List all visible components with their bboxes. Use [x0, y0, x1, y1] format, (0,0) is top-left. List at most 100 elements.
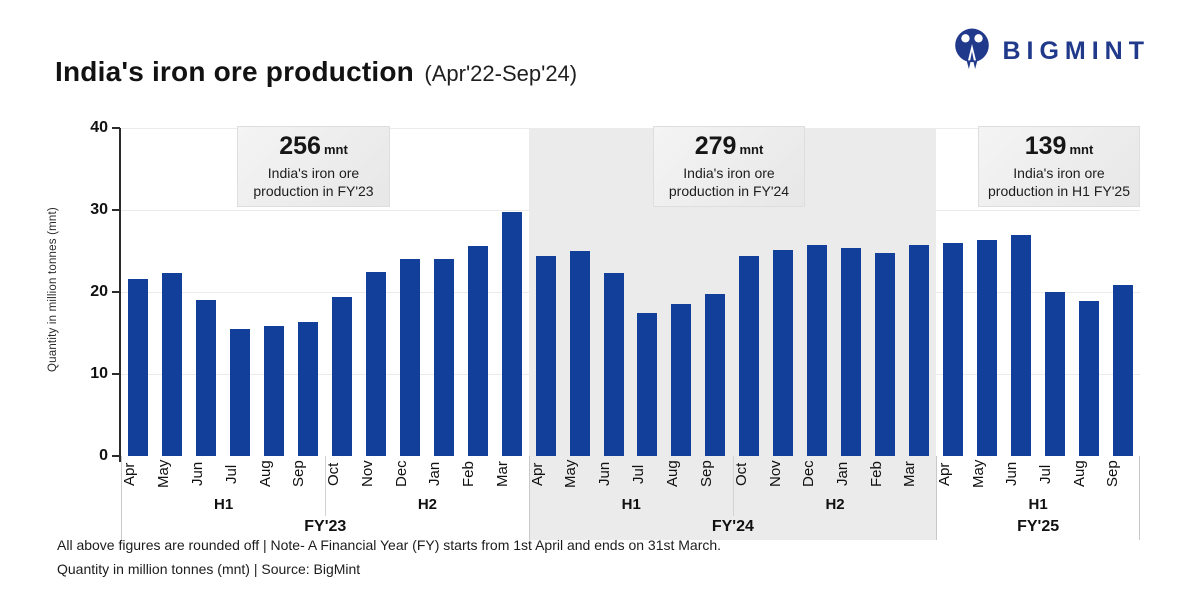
bar-chart: Apr May Jun Jul Aug Sep H1 Oct Nov Dec Jan Feb Mar H2…	[121, 126, 1140, 540]
month-label: Mar	[901, 461, 919, 487]
month-label: Apr	[936, 462, 954, 486]
annotation-fy24: 279 mnt India's iron ore production in FY…	[653, 126, 805, 207]
footnote: All above figures are rounded off | Note…	[57, 533, 721, 581]
month-label: Mar	[493, 461, 511, 487]
month-label: Oct	[325, 462, 343, 486]
bar-nov-fy23	[365, 271, 386, 456]
bar-slot	[325, 128, 359, 456]
month-label: Feb	[460, 461, 478, 487]
brand-name: BIGMINT	[1002, 37, 1150, 65]
page-title: India's iron ore production (Apr'22-Sep'…	[55, 56, 577, 88]
month-label: Apr	[528, 462, 546, 486]
month-label-row: Oct Nov Dec Jan Feb Mar	[325, 456, 528, 496]
half-year-row: Apr May Jun Jul Aug Sep H1 Oct Nov Dec Jan Feb Mar H2	[121, 456, 529, 516]
bar-slot	[291, 128, 325, 456]
month-label: Aug	[664, 460, 682, 488]
half-year-label: H2	[417, 496, 438, 513]
brand-logo: BIGMINT	[952, 26, 1150, 77]
bar-slot	[1004, 128, 1038, 456]
month-label: Jul	[630, 464, 648, 484]
month-label: May	[154, 459, 172, 489]
bar-oct-fy24	[739, 255, 760, 456]
fy-group-axis-labels: Apr May Jun Jul Aug Sep H1 FY'25	[936, 456, 1140, 540]
chart-title: India's iron ore production	[55, 56, 414, 87]
bar-jan-fy24	[841, 247, 862, 456]
y-tick-mark	[112, 373, 120, 375]
y-tick-label: 40	[90, 119, 108, 136]
bar-slot	[1038, 128, 1072, 456]
bar-mar-fy23	[501, 211, 522, 456]
bar-slot	[868, 128, 902, 456]
bar-slot	[936, 128, 970, 456]
bar-slot	[529, 128, 563, 456]
bar-slot	[800, 128, 834, 456]
bar-dec-fy24	[807, 245, 828, 456]
bar-slot	[393, 128, 427, 456]
bar-may-fy23	[161, 273, 182, 456]
bar-aug-fy23	[263, 326, 284, 456]
bar-dec-fy23	[399, 259, 420, 456]
annotation-h1fy25-desc: India's iron ore production in H1 FY'25	[988, 164, 1130, 199]
bar-jul-fy24	[637, 313, 658, 456]
fiscal-year-label: FY'23	[304, 518, 347, 535]
month-label: Oct	[732, 462, 750, 486]
y-tick-label: 10	[90, 365, 108, 382]
month-label: May	[562, 459, 580, 489]
annotation-h1fy25-total: 139 mnt	[1024, 132, 1094, 161]
footnote-line-1: All above figures are rounded off | Note…	[57, 537, 722, 553]
y-axis-line	[119, 128, 121, 462]
half-year-h2: Oct Nov Dec Jan Feb Mar H2	[325, 456, 528, 516]
bar-slot	[902, 128, 936, 456]
month-label-row: Apr May Jun Jul Aug Sep	[528, 456, 733, 496]
bar-slot	[257, 128, 291, 456]
month-label: Dec	[800, 460, 818, 488]
bar-slot	[597, 128, 631, 456]
bar-slot	[359, 128, 393, 456]
month-label: Jan	[426, 461, 444, 487]
y-axis-label: Quantity in million tonnes (mnt)	[47, 207, 59, 373]
bar-mar-fy24	[909, 245, 930, 456]
fy-group-fy25: Apr May Jun Jul Aug Sep H1 FY'25	[936, 128, 1140, 540]
bar-slot	[495, 128, 529, 456]
bar-slot	[1106, 128, 1140, 456]
month-label: Jul	[1037, 464, 1055, 484]
fy-group-fy23: Apr May Jun Jul Aug Sep H1 Oct Nov Dec Jan Feb Mar H2…	[121, 128, 529, 540]
chart-title-period: (Apr'22-Sep'24)	[424, 61, 578, 86]
half-year-label: H1	[621, 496, 641, 513]
bar-slot	[563, 128, 597, 456]
y-tick-mark	[112, 127, 120, 129]
bar-jun-fy24	[603, 273, 624, 456]
bar-feb-fy24	[875, 253, 896, 456]
bar-aug-fy25	[1079, 301, 1100, 456]
half-year-h1: Apr May Jun Jul Aug Sep H1	[121, 456, 325, 516]
fy-group-bars	[936, 128, 1140, 456]
month-label: Aug	[256, 460, 274, 488]
annotation-fy23-total: 256 mnt	[279, 132, 348, 161]
y-tick-label: 0	[99, 447, 108, 464]
month-label: Sep	[290, 460, 308, 488]
bar-slot	[970, 128, 1004, 456]
month-label: Jan	[834, 461, 852, 487]
month-label: Dec	[392, 460, 410, 488]
fy-group-bars	[121, 128, 529, 456]
bar-aug-fy24	[671, 304, 692, 456]
annotation-fy23-desc: India's iron ore production in FY'23	[253, 164, 374, 199]
bar-slot	[121, 128, 155, 456]
fy-group-axis-labels: Apr May Jun Jul Aug Sep H1 Oct Nov Dec Jan Feb Mar H2…	[121, 456, 529, 540]
month-label: Jun	[596, 461, 614, 487]
half-year-h1: Apr May Jun Jul Aug Sep H1	[936, 456, 1139, 516]
bar-slot	[664, 128, 698, 456]
annotation-fy23: 256 mnt India's iron ore production in FY…	[237, 126, 390, 207]
bar-nov-fy24	[773, 250, 794, 456]
month-label: Aug	[1070, 460, 1088, 488]
fy-group-axis-labels: Apr May Jun Jul Aug Sep H1 Oct Nov Dec Jan Feb Mar H2…	[528, 456, 937, 540]
bar-apr-fy24	[535, 255, 556, 456]
annotation-h1fy25: 139 mnt India's iron ore production in H1…	[978, 126, 1140, 207]
annotation-fy24-total: 279 mnt	[694, 132, 764, 161]
month-label-row: Apr May Jun Jul Aug Sep	[121, 456, 325, 496]
footnote-line-2: Quantity in million tonnes (mnt) | Sourc…	[57, 561, 361, 577]
half-year-row: Apr May Jun Jul Aug Sep H1 Oct Nov Dec Jan Feb Mar H2	[528, 456, 937, 516]
bar-apr-fy25	[943, 242, 964, 456]
month-label: Sep	[698, 460, 716, 488]
bar-slot	[223, 128, 257, 456]
